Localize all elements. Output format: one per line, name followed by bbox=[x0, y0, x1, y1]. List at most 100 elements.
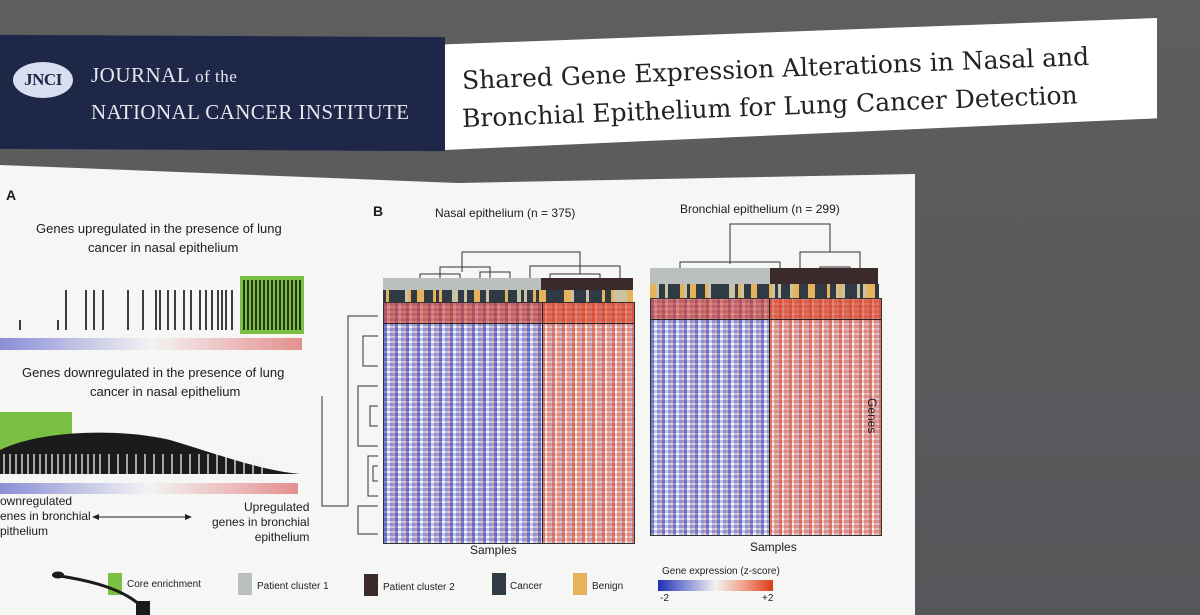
status-stripe bbox=[386, 290, 390, 302]
status-stripe bbox=[408, 290, 412, 302]
legend-cancer-label: Cancer bbox=[510, 581, 543, 592]
status-stripe bbox=[720, 284, 724, 298]
jnci-logo: JNCI bbox=[13, 62, 73, 98]
nasal-heatmap-cluster2 bbox=[542, 303, 634, 543]
status-stripe bbox=[732, 284, 736, 298]
status-stripe bbox=[829, 284, 833, 298]
panel-b-label: B bbox=[373, 203, 384, 219]
status-stripe bbox=[420, 290, 424, 302]
status-stripe bbox=[583, 290, 587, 302]
status-stripe bbox=[548, 290, 552, 302]
bronchial-row-split bbox=[651, 319, 881, 320]
status-stripe bbox=[620, 290, 624, 302]
status-stripe bbox=[598, 290, 602, 302]
status-stripe bbox=[713, 284, 718, 298]
nasal-col-split bbox=[542, 303, 543, 543]
status-stripe bbox=[765, 284, 769, 298]
journal-banner bbox=[0, 34, 445, 152]
status-stripe bbox=[495, 290, 499, 302]
status-stripe bbox=[558, 290, 562, 302]
status-stripe bbox=[604, 290, 608, 302]
bronchial-cluster1-segment bbox=[650, 268, 770, 284]
left-axis-line2: enes in bronchial bbox=[0, 509, 91, 523]
legend-gradient-bar bbox=[658, 580, 773, 591]
status-stripe bbox=[689, 284, 693, 298]
status-stripe bbox=[404, 290, 408, 302]
status-stripe bbox=[805, 284, 809, 298]
status-stripe bbox=[479, 290, 483, 302]
status-stripe bbox=[735, 284, 739, 298]
status-stripe bbox=[857, 284, 861, 298]
status-stripe bbox=[573, 290, 577, 302]
status-stripe bbox=[811, 284, 815, 298]
status-stripe bbox=[848, 284, 852, 298]
status-stripe bbox=[680, 284, 684, 298]
status-stripe bbox=[662, 284, 666, 298]
status-stripe bbox=[695, 284, 699, 298]
status-stripe bbox=[592, 290, 596, 302]
status-stripe bbox=[729, 284, 733, 298]
status-stripe bbox=[542, 290, 546, 302]
status-stripe bbox=[467, 290, 471, 302]
status-stripe bbox=[768, 284, 772, 298]
legend-gradient-title: Gene expression (z-score) bbox=[662, 566, 780, 577]
status-stripe bbox=[498, 290, 502, 302]
status-stripe bbox=[814, 284, 818, 298]
legend-pc2-swatch bbox=[364, 574, 378, 596]
status-stripe bbox=[750, 284, 754, 298]
down-enrichment-plot bbox=[0, 412, 300, 494]
status-stripe bbox=[674, 284, 678, 298]
left-axis-line1: ownregulated bbox=[0, 494, 73, 508]
bronchial-heatmap-top-rows bbox=[651, 299, 881, 319]
status-stripe bbox=[401, 290, 405, 302]
up-gene-ticks bbox=[19, 280, 301, 330]
status-stripe bbox=[781, 284, 785, 298]
status-stripe bbox=[611, 290, 615, 302]
status-stripe bbox=[726, 284, 730, 298]
nasal-cluster2-segment bbox=[541, 278, 633, 290]
bronchial-status-bar bbox=[650, 284, 879, 298]
status-stripe bbox=[514, 290, 518, 302]
status-stripe bbox=[589, 290, 593, 302]
bronchial-cluster-bar bbox=[650, 268, 878, 284]
status-stripe bbox=[683, 284, 687, 298]
status-stripe bbox=[692, 284, 696, 298]
status-stripe bbox=[823, 284, 827, 298]
status-stripe bbox=[526, 290, 530, 302]
status-stripe bbox=[617, 290, 621, 302]
status-stripe bbox=[701, 284, 705, 298]
status-stripe bbox=[451, 290, 455, 302]
up-rank-gradient bbox=[0, 338, 302, 350]
right-axis-line2: genes in bronchial bbox=[212, 515, 310, 529]
nasal-status-bar bbox=[383, 290, 633, 302]
legend-max: +2 bbox=[762, 593, 774, 604]
status-stripe bbox=[492, 290, 496, 302]
legend-min: -2 bbox=[660, 593, 669, 604]
status-stripe bbox=[866, 284, 870, 298]
status-stripe bbox=[398, 290, 402, 302]
row-dendrogram bbox=[321, 315, 378, 535]
status-stripe bbox=[554, 290, 558, 302]
status-stripe bbox=[626, 290, 630, 302]
status-stripe bbox=[741, 284, 745, 298]
status-stripe bbox=[436, 290, 440, 302]
down-rank-gradient bbox=[0, 483, 298, 494]
status-stripe bbox=[576, 290, 580, 302]
status-stripe bbox=[570, 290, 574, 302]
legend-benign-label: Benign bbox=[592, 581, 624, 592]
bronchial-heatmap-title: Bronchial epithelium (n = 299) bbox=[680, 202, 840, 216]
left-axis-line3: pithelium bbox=[0, 524, 49, 538]
bronchial-heatmap bbox=[650, 298, 882, 536]
status-stripe bbox=[539, 290, 543, 302]
status-stripe bbox=[551, 290, 555, 302]
status-stripe bbox=[869, 284, 873, 298]
status-stripe bbox=[489, 290, 493, 302]
status-stripe bbox=[536, 290, 540, 302]
status-stripe bbox=[799, 284, 803, 298]
status-stripe bbox=[875, 284, 879, 298]
up-enrichment-plot bbox=[0, 276, 304, 350]
status-stripe bbox=[529, 290, 533, 302]
status-stripe bbox=[759, 284, 763, 298]
status-stripe bbox=[744, 284, 748, 298]
status-stripe bbox=[671, 284, 675, 298]
